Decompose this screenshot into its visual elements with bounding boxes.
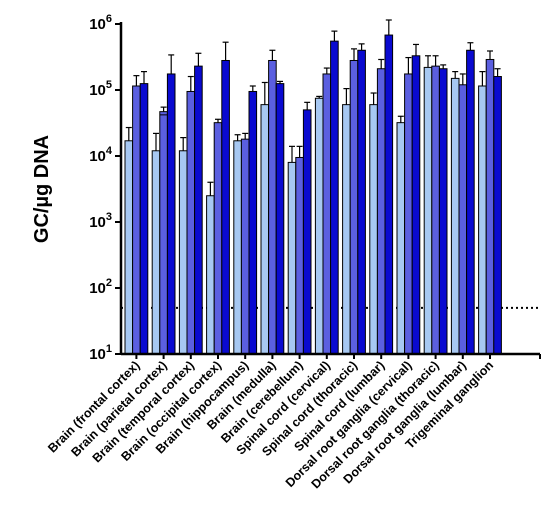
y-tick-label: 106 xyxy=(89,13,112,33)
bar xyxy=(357,49,366,355)
bar xyxy=(411,55,421,355)
bar xyxy=(260,104,270,355)
bar xyxy=(384,34,394,355)
bar xyxy=(458,84,468,355)
bar xyxy=(349,59,359,355)
bar xyxy=(369,104,378,355)
y-axis-ticks: 101 102 103 104 105 106 xyxy=(89,13,121,363)
bar xyxy=(287,161,297,355)
bar xyxy=(166,73,176,355)
bar xyxy=(159,111,168,355)
bar xyxy=(268,59,277,355)
bar xyxy=(186,90,196,355)
y-tick-label: 104 xyxy=(89,145,113,165)
bar xyxy=(376,68,386,355)
x-axis-labels: Brain (frontal cortex)Brain (parietal co… xyxy=(45,358,496,491)
y-axis-title: GC/µg DNA xyxy=(31,135,53,243)
bar xyxy=(438,68,448,355)
y-tick-label: 103 xyxy=(89,211,112,231)
bar xyxy=(295,156,304,355)
bar xyxy=(178,150,188,355)
bar xyxy=(248,90,258,355)
y-tick-label: 105 xyxy=(89,79,112,99)
bar xyxy=(206,195,215,355)
bar xyxy=(302,109,312,355)
bar xyxy=(322,73,332,355)
bar xyxy=(342,104,351,355)
bar xyxy=(466,49,475,355)
bar xyxy=(396,122,406,355)
bar xyxy=(240,138,250,355)
y-tick-label: 101 xyxy=(89,343,112,363)
bar xyxy=(314,97,324,355)
bar xyxy=(139,83,149,355)
bar xyxy=(221,59,230,355)
bar xyxy=(213,122,223,355)
bar xyxy=(423,66,433,355)
bar xyxy=(330,40,339,355)
bar xyxy=(493,76,502,355)
bar xyxy=(275,83,285,355)
bar xyxy=(478,85,487,355)
bar xyxy=(124,140,134,355)
bar xyxy=(151,150,161,355)
bar xyxy=(132,85,141,355)
bar xyxy=(431,65,440,355)
bar xyxy=(194,65,203,355)
bar xyxy=(233,140,242,355)
y-tick-label: 102 xyxy=(89,277,112,297)
bar xyxy=(450,77,460,355)
bars-group xyxy=(124,19,502,355)
bar xyxy=(485,58,495,355)
bar xyxy=(404,73,413,355)
axes xyxy=(119,22,541,359)
